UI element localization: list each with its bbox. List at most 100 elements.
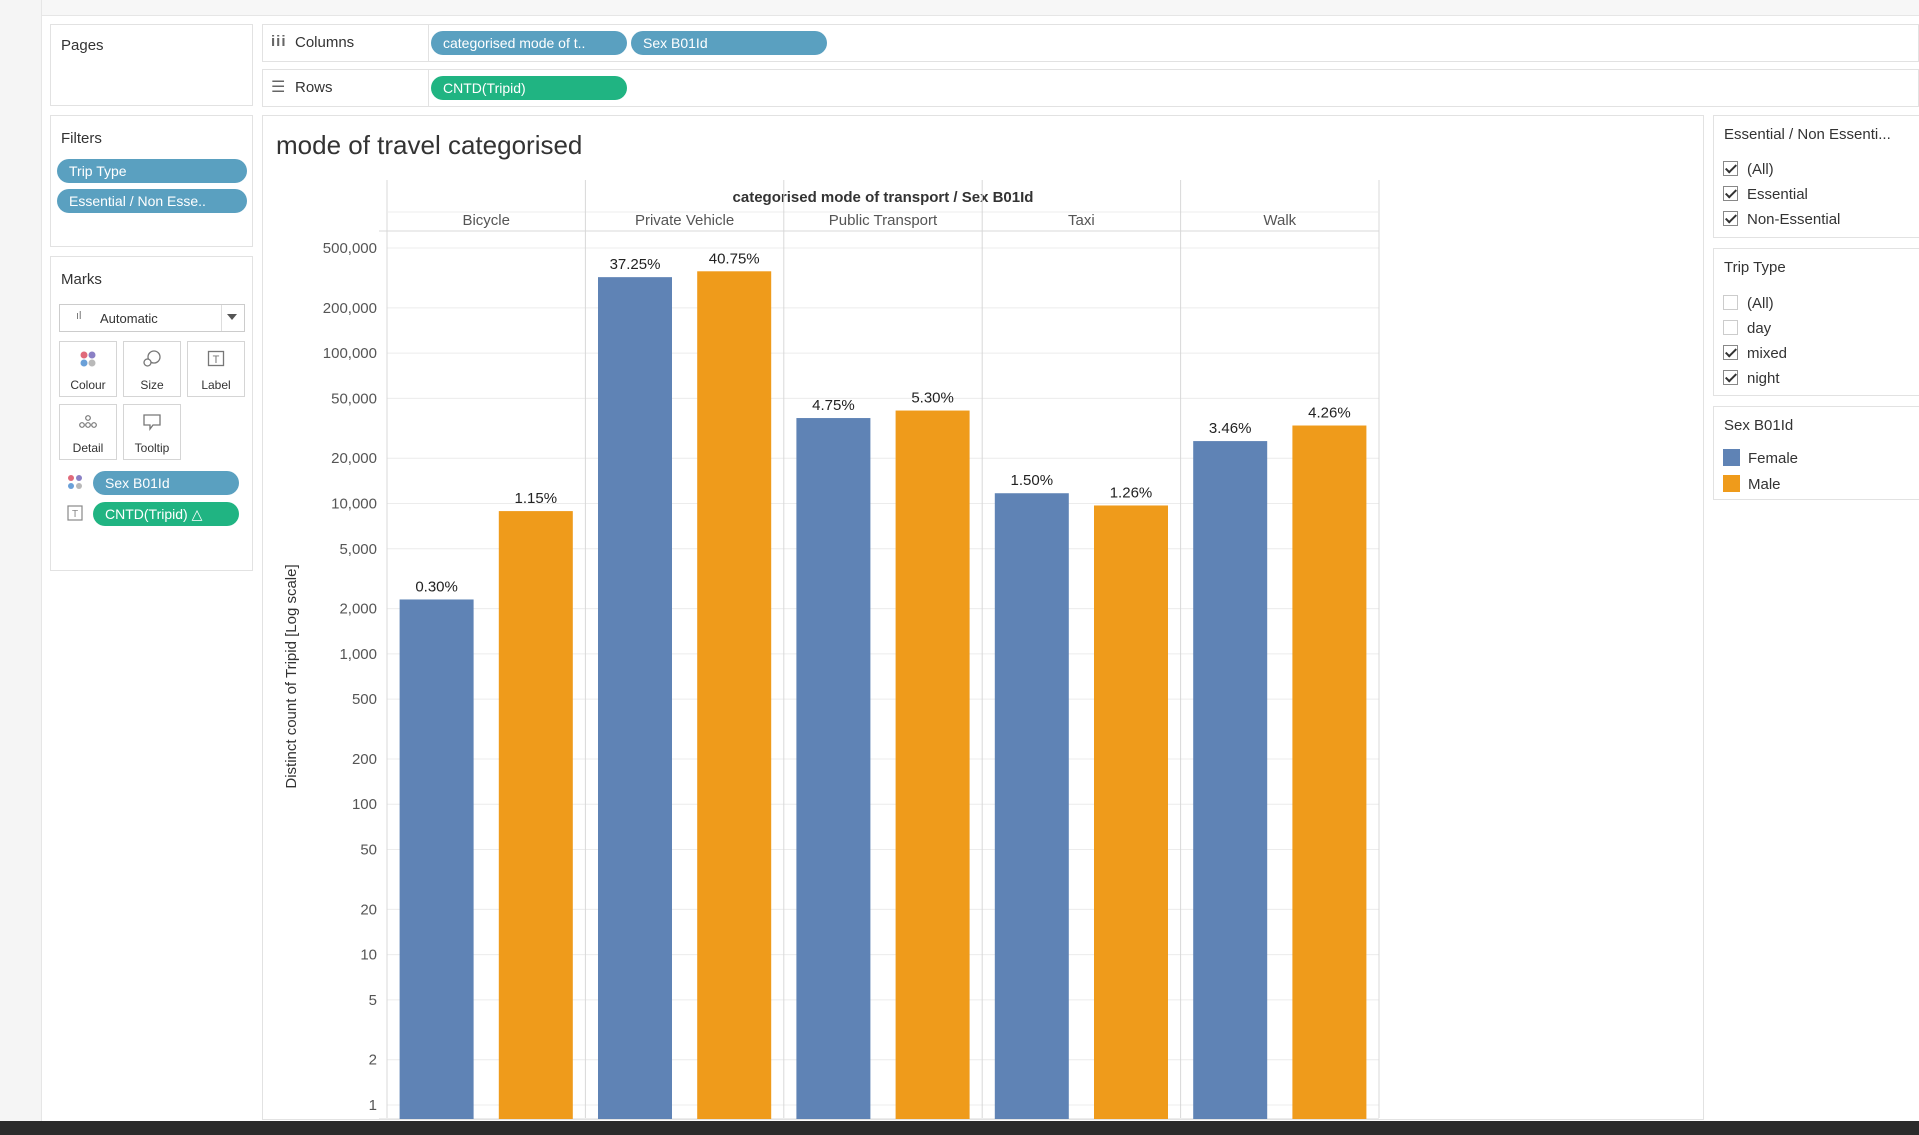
marks-card: Marks ıl Automatic Colour Size T Label D… [50,256,253,571]
data-label-2-0: 4.75% [812,397,855,414]
columns-shelf-divider [428,25,429,61]
chart-title: mode of travel categorised [276,130,583,160]
tooltip-card-label: Tooltip [134,441,170,455]
trip-option-mixed[interactable]: mixed [1723,342,1787,366]
trip-option-mixed-label: mixed [1747,345,1788,362]
filter-pill-trip-type[interactable]: Trip Type [57,159,247,183]
checkbox-checked-icon[interactable] [1723,344,1738,360]
mark-type-select[interactable]: ıl Automatic [59,304,245,332]
essential-option-non-essential[interactable]: Non-Essential [1723,208,1840,232]
checkbox-checked-icon[interactable] [1723,160,1738,176]
bar-1-0 [598,277,672,1119]
male-swatch [1723,474,1740,492]
colour-card-label: Colour [70,378,106,392]
data-label-0-0: 0.30% [415,578,458,595]
y-tick-label: 100 [352,796,377,813]
essential-filter-title: Essential / Non Essenti... [1724,126,1891,143]
legend-male-label: Male [1748,476,1781,493]
essential-option-essential-label: Essential [1747,186,1808,203]
bar-3-0 [994,493,1069,1119]
size-icon [124,350,180,373]
y-tick-label: 200 [352,751,377,768]
data-label-2-1: 5.30% [911,390,954,407]
trip-option-all[interactable]: (All) [1723,292,1774,316]
category-header-3: Taxi [1068,212,1095,229]
trip-option-day[interactable]: day [1723,317,1771,341]
marks-label: Marks [61,271,102,288]
filter-pill-essential[interactable]: Essential / Non Esse.. [57,189,247,213]
detail-card[interactable]: Detail [59,404,117,460]
svg-text:T: T [72,509,78,520]
legend-title: Sex B01Id [1724,417,1794,434]
trip-type-filter-card: Trip Type (All) day mixed night [1713,248,1919,396]
bar-chart-icon: ıl [76,310,82,322]
legend-item-female[interactable]: Female [1723,447,1798,471]
y-axis-title: Distinct count of Tripid [Log scale] [283,564,300,788]
y-tick-label: 200,000 [323,300,377,317]
colour-icon [60,350,116,373]
bar-3-1 [1094,505,1168,1119]
rows-pill-cntd[interactable]: CNTD(Tripid) [431,76,627,100]
size-card-label: Size [140,378,164,392]
size-card[interactable]: Size [123,341,181,397]
marks-field-cntd[interactable]: CNTD(Tripid) △ [93,502,239,526]
filters-shelf[interactable]: Filters Trip Type Essential / Non Esse.. [50,115,253,247]
y-tick-label: 10,000 [331,495,377,512]
bar-1-1 [697,271,772,1119]
bar-0-0 [399,599,474,1119]
trip-option-day-label: day [1747,320,1772,337]
y-tick-label: 5,000 [339,541,377,558]
columns-label: Columns [295,34,355,51]
rows-shelf-divider [428,70,429,106]
data-label-1-0: 37.25% [610,256,661,273]
pages-shelf[interactable]: Pages [50,24,253,106]
data-label-0-1: 1.15% [515,490,558,507]
tooltip-card[interactable]: Tooltip [123,404,181,460]
text-label-icon: T [188,350,244,373]
bottom-bar [0,1121,1919,1135]
category-header-1: Private Vehicle [635,212,734,229]
colour-card[interactable]: Colour [59,341,117,397]
marks-field-sex[interactable]: Sex B01Id [93,471,239,495]
top-toolbar-strip [42,0,1919,16]
legend-female-label: Female [1748,450,1799,467]
columns-pill-mode[interactable]: categorised mode of t.. [431,31,627,55]
bar-0-1 [498,511,573,1119]
checkbox-unchecked-icon[interactable] [1723,294,1738,310]
essential-option-all[interactable]: (All) [1723,158,1774,182]
dropdown-divider [221,305,222,331]
data-label-3-1: 1.26% [1110,484,1153,501]
left-gutter [0,0,42,1135]
columns-pill-sex[interactable]: Sex B01Id [631,31,827,55]
label-card[interactable]: T Label [187,341,245,397]
checkbox-checked-icon[interactable] [1723,369,1738,385]
data-label-1-1: 40.75% [709,250,760,267]
essential-option-essential[interactable]: Essential [1723,183,1808,207]
essential-option-non-essential-label: Non-Essential [1747,211,1841,228]
chart-panel: mode of travel categorised 1 2 5 10 20 50 100 2… [262,115,1704,1120]
essential-filter-card: Essential / Non Essenti... (All) Essenti… [1713,115,1919,238]
y-tick-label: 1 [369,1097,377,1114]
columns-icon: iii [271,33,287,50]
columns-shelf[interactable]: iii Columns categorised mode of t.. Sex … [262,24,1919,62]
rows-shelf[interactable]: ☰ Rows CNTD(Tripid) [262,69,1919,107]
checkbox-checked-icon[interactable] [1723,210,1738,226]
y-tick-label: 20 [360,901,377,918]
colour-legend-card: Sex B01Id Female Male [1713,406,1919,500]
label-card-label: Label [201,378,231,392]
trip-option-night[interactable]: night [1723,367,1780,391]
legend-item-male[interactable]: Male [1723,473,1781,497]
detail-card-label: Detail [72,441,104,455]
data-label-3-0: 1.50% [1011,472,1054,489]
y-tick-label: 100,000 [323,345,377,362]
y-tick-label: 50,000 [331,390,377,407]
y-tick-label: 2 [369,1052,377,1069]
checkbox-checked-icon[interactable] [1723,185,1738,201]
bar-chart: 1 2 5 10 20 50 100 200 500 1,000 2,000 5,000 10,000 2… [283,180,1380,1119]
detail-icon [60,413,116,436]
filters-label: Filters [61,130,102,147]
tooltip-icon [124,413,180,436]
checkbox-unchecked-icon[interactable] [1723,319,1738,335]
chevron-down-icon[interactable] [227,314,237,320]
y-tick-label: 50 [360,842,377,859]
